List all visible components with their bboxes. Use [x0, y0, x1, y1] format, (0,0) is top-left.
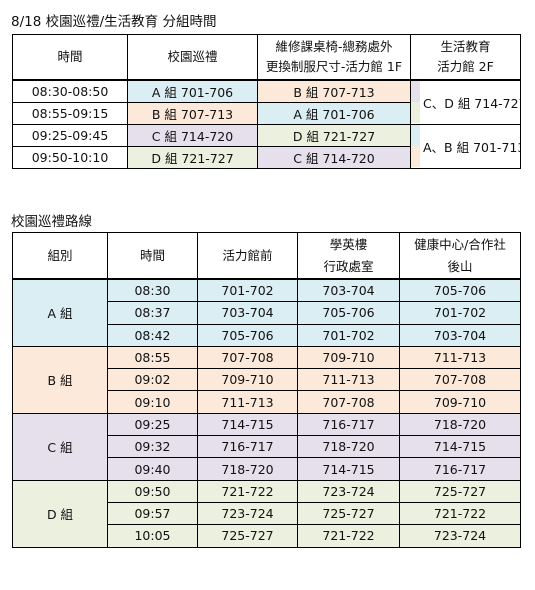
route-time: 09:40: [107, 457, 198, 481]
group-d: D 組: [12, 479, 108, 548]
route-cell: 709-710: [297, 345, 400, 370]
route-cell: 714-715: [297, 457, 400, 481]
route-cell: 707-708: [297, 390, 400, 414]
group-b: B 組: [12, 345, 108, 414]
route-cell: 711-713: [197, 390, 298, 414]
route-time: 09:25: [107, 412, 198, 437]
schedule-time: 09:50-10:10: [12, 146, 128, 169]
schedule-repair: B 組 707-713: [257, 79, 411, 103]
header-life-edu: 生活教育 活力館 2F: [410, 34, 521, 81]
route-cell: 721-722: [297, 524, 400, 548]
route-cell: 714-715: [197, 412, 298, 437]
schedule-table: 時間 校園巡禮 維修課桌椅-總務處外 更換制服尺寸-活力館 1F 生活教育 活力館 …: [12, 34, 521, 169]
route-time: 10:05: [107, 524, 198, 548]
route-time: 09:10: [107, 390, 198, 414]
route-cell: 725-727: [399, 479, 521, 503]
schedule-time: 09:25-09:45: [12, 124, 128, 147]
route-time: 08:42: [107, 323, 198, 347]
route-cell: 709-710: [197, 368, 298, 392]
header-time: 時間: [12, 34, 128, 81]
route-cell: 705-706: [297, 301, 400, 325]
header-stop-3: 健康中心/合作社 後山: [399, 232, 521, 280]
route-cell: 718-720: [197, 457, 298, 481]
life-edu-ab: A、B 組 701-713: [410, 124, 521, 169]
route-cell: 721-722: [399, 501, 521, 526]
schedule-time: 08:30-08:50: [12, 79, 128, 103]
header-stop-2: 學英樓 行政處室: [297, 232, 400, 280]
route-cell: 716-717: [197, 435, 298, 459]
schedule-time: 08:55-09:15: [12, 102, 128, 125]
route-cell: 723-724: [197, 501, 298, 526]
route-cell: 711-713: [297, 368, 400, 392]
schedule-title: 8/18 校園巡禮/生活教育 分組時間: [11, 14, 217, 30]
route-cell: 701-702: [297, 323, 400, 347]
route-cell: 707-708: [399, 368, 521, 392]
route-cell: 711-713: [399, 345, 521, 370]
route-table: 組別 時間 活力館前 學英樓 行政處室 健康中心/合作社 後山 A 組 08:30 …: [12, 232, 521, 548]
route-cell: 723-724: [297, 479, 400, 503]
schedule-repair: A 組 701-706: [257, 102, 411, 125]
route-cell: 716-717: [297, 412, 400, 437]
group-a: A 組: [12, 277, 108, 347]
route-cell: 714-715: [399, 435, 521, 459]
route-cell: 718-720: [297, 435, 400, 459]
route-cell: 705-706: [197, 323, 298, 347]
schedule-repair: C 組 714-720: [257, 146, 411, 169]
route-cell: 703-704: [197, 301, 298, 325]
schedule-tour: B 組 707-713: [127, 102, 258, 125]
header-group: 組別: [12, 232, 108, 280]
route-cell: 705-706: [399, 278, 521, 303]
route-cell: 723-724: [399, 524, 521, 548]
route-time: 08:30: [107, 278, 198, 303]
header-tour: 校園巡禮: [127, 34, 258, 81]
group-c: C 組: [12, 412, 108, 481]
life-edu-cd: C、D 組 714-727: [410, 79, 521, 125]
schedule-tour: C 組 714-720: [127, 124, 258, 147]
route-cell: 725-727: [197, 524, 298, 548]
route-cell: 701-702: [399, 301, 521, 325]
header-repair: 維修課桌椅-總務處外 更換制服尺寸-活力館 1F: [257, 34, 411, 81]
route-cell: 703-704: [297, 278, 400, 303]
route-cell: 721-722: [197, 479, 298, 503]
route-cell: 709-710: [399, 390, 521, 414]
header-time: 時間: [107, 232, 198, 280]
route-time: 08:37: [107, 301, 198, 325]
route-cell: 707-708: [197, 345, 298, 370]
route-cell: 725-727: [297, 501, 400, 526]
header-stop-1: 活力館前: [197, 232, 298, 280]
route-cell: 718-720: [399, 412, 521, 437]
route-time: 08:55: [107, 345, 198, 370]
route-cell: 701-702: [197, 278, 298, 303]
route-cell: 716-717: [399, 457, 521, 481]
schedule-tour: A 組 701-706: [127, 79, 258, 103]
schedule-tour: D 組 721-727: [127, 146, 258, 169]
route-cell: 703-704: [399, 323, 521, 347]
route-time: 09:02: [107, 368, 198, 392]
route-time: 09:32: [107, 435, 198, 459]
route-time: 09:50: [107, 479, 198, 503]
schedule-repair: D 組 721-727: [257, 124, 411, 147]
route-title: 校園巡禮路線: [11, 214, 92, 230]
route-time: 09:57: [107, 501, 198, 526]
